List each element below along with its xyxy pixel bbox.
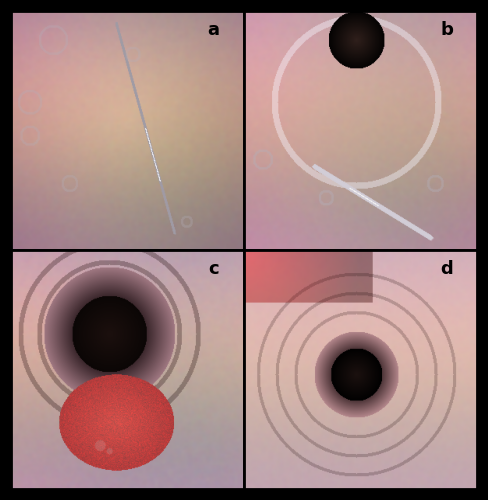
Text: c: c <box>208 260 219 278</box>
Text: b: b <box>441 20 453 38</box>
Text: a: a <box>208 20 220 38</box>
Text: d: d <box>441 260 453 278</box>
